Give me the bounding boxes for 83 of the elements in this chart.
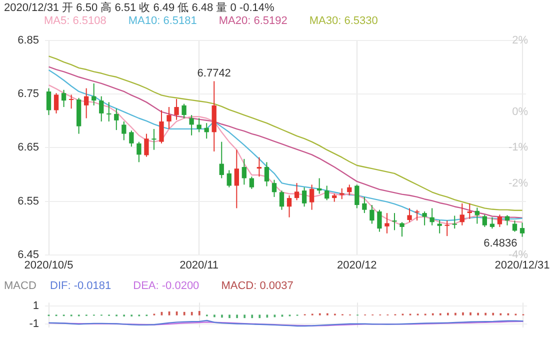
y-tick-label: 6.75 xyxy=(18,88,39,100)
text: MA5: 6.5108 xyxy=(44,15,106,27)
y-tick-label: 6.55 xyxy=(18,195,39,208)
candlestick xyxy=(309,184,314,210)
candlestick xyxy=(384,212,390,234)
candlestick xyxy=(482,214,488,228)
y-tick-label: 6.65 xyxy=(18,142,39,154)
candlestick xyxy=(84,88,89,119)
candlestick xyxy=(234,149,239,209)
candlestick xyxy=(46,88,52,116)
candlestick xyxy=(414,209,420,222)
candlestick xyxy=(347,184,352,196)
text: DEA: -0.0200 xyxy=(133,280,200,292)
candlestick xyxy=(400,222,404,238)
candlestick xyxy=(437,219,442,234)
candlestick xyxy=(474,207,480,224)
candlestick xyxy=(122,120,126,141)
x-tick-label: 2020/11 xyxy=(180,259,219,272)
text: MACD: 0.0037 xyxy=(221,280,294,292)
candlestick xyxy=(520,222,525,238)
candlestick xyxy=(467,202,472,220)
candlestick xyxy=(340,188,344,200)
candlestick xyxy=(144,133,149,158)
y-tick-label: 1 xyxy=(32,300,39,312)
x-tick-label: 2020/10/5 xyxy=(24,259,74,272)
candlestick xyxy=(512,220,518,232)
candlestick xyxy=(249,176,254,190)
candlestick xyxy=(174,98,179,120)
candlestick xyxy=(362,196,367,214)
candlestick xyxy=(166,106,172,130)
candlestick xyxy=(444,220,450,237)
candlestick xyxy=(490,216,495,230)
candlestick xyxy=(422,210,427,226)
candlestick xyxy=(152,128,156,150)
candlestick xyxy=(377,209,382,232)
y-tick-label: 6.45 xyxy=(18,248,39,261)
candlestick xyxy=(136,141,142,163)
x-tick-label: 2020/12/31 xyxy=(494,259,550,272)
candlestick xyxy=(272,179,277,198)
candlestick xyxy=(114,108,119,131)
text: DIF: -0.0181 xyxy=(50,280,112,292)
candlestick xyxy=(226,170,232,188)
candlestick xyxy=(264,162,270,187)
candlestick xyxy=(279,190,284,210)
candlestick xyxy=(92,82,96,106)
candlestick xyxy=(324,185,330,201)
candlestick xyxy=(99,96,104,122)
candlestick xyxy=(219,141,224,179)
text: MA30: 6.5330 xyxy=(309,15,378,27)
candlestick xyxy=(204,122,209,140)
y-tick-label: -1 xyxy=(29,318,39,330)
candlestick xyxy=(460,202,464,226)
annotation: 6.7742 xyxy=(197,68,231,80)
candlestick xyxy=(196,118,202,133)
candlestick xyxy=(430,208,434,226)
candlestick xyxy=(407,208,412,223)
candlestick xyxy=(504,214,510,226)
y-tick-label: 6.85 xyxy=(18,34,39,47)
candlestick xyxy=(497,214,502,228)
candlestick xyxy=(317,178,322,194)
candlestick xyxy=(189,114,194,136)
candlestick xyxy=(106,102,112,122)
candlestick xyxy=(68,94,74,110)
x-tick-label: 2020/12 xyxy=(337,259,377,272)
candlestick xyxy=(242,158,247,186)
annotation: 6.4836 xyxy=(484,237,518,250)
candlestick xyxy=(392,212,397,231)
candlestick xyxy=(286,194,292,218)
candlestick xyxy=(370,204,374,224)
chart-title: MACD xyxy=(4,280,36,292)
text: MA10: 6.5181 xyxy=(128,15,197,27)
candlestick xyxy=(294,182,300,201)
candlestick xyxy=(159,110,164,144)
candlestick xyxy=(256,156,262,178)
text: MA20: 6.5192 xyxy=(218,15,288,27)
candlestick xyxy=(129,130,134,148)
candlestick xyxy=(54,92,59,114)
chart-title: 2020/12/31 开 6.50 高 6.51 收 6.49 低 6.48 量 0 -0.14% xyxy=(4,0,274,15)
candlestick xyxy=(302,186,307,208)
candlestick xyxy=(182,103,186,119)
candlestick xyxy=(354,184,360,209)
candlestick xyxy=(61,89,66,108)
candlestick xyxy=(452,215,457,230)
